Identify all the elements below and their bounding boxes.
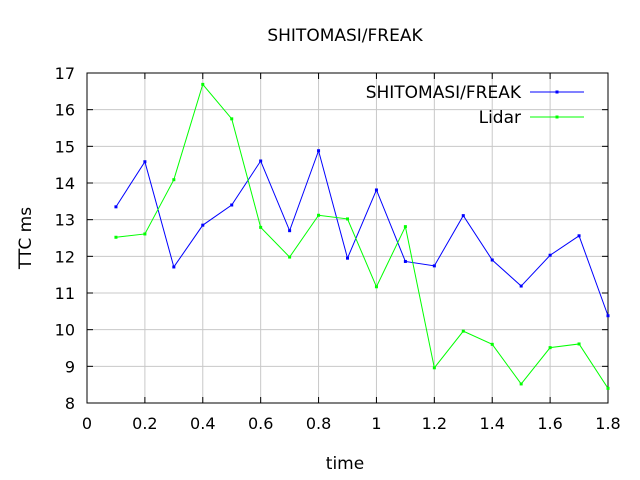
data-point-0 bbox=[114, 205, 118, 209]
data-point-1 bbox=[201, 82, 205, 86]
x-tick-label: 0.4 bbox=[190, 414, 215, 433]
data-point-0 bbox=[346, 256, 349, 260]
data-point-1 bbox=[432, 366, 436, 370]
series-layer bbox=[114, 82, 610, 390]
data-point-0 bbox=[201, 223, 205, 227]
data-point-1 bbox=[259, 225, 263, 229]
y-tick-label: 14 bbox=[55, 174, 75, 193]
data-point-1 bbox=[114, 235, 118, 239]
series-line-1 bbox=[115, 83, 609, 389]
y-tick-label: 11 bbox=[55, 284, 75, 303]
data-point-0 bbox=[548, 253, 552, 257]
data-point-0 bbox=[461, 214, 465, 218]
data-point-0 bbox=[143, 160, 147, 164]
x-tick-label: 0.2 bbox=[132, 414, 157, 433]
legend-label-1: Lidar bbox=[479, 108, 521, 128]
data-point-1 bbox=[548, 346, 552, 350]
x-tick-label: 1.6 bbox=[537, 414, 562, 433]
data-point-0 bbox=[403, 259, 407, 263]
data-point-1 bbox=[346, 217, 349, 221]
data-point-1 bbox=[374, 285, 378, 289]
data-point-0 bbox=[577, 234, 581, 238]
y-tick-label: 17 bbox=[55, 64, 75, 83]
data-point-0 bbox=[230, 203, 234, 207]
x-tick-label: 0.8 bbox=[306, 414, 331, 433]
y-tick-label: 10 bbox=[55, 321, 75, 340]
y-tick-label: 12 bbox=[55, 247, 75, 266]
y-tick-label: 8 bbox=[65, 394, 75, 413]
y-tick-label: 9 bbox=[65, 357, 75, 376]
data-point-1 bbox=[490, 342, 494, 346]
x-tick-label: 0 bbox=[82, 414, 92, 433]
data-point-0 bbox=[172, 265, 176, 269]
legend-marker-0 bbox=[555, 90, 559, 94]
x-tick-label: 1 bbox=[371, 414, 381, 433]
data-point-0 bbox=[490, 258, 494, 262]
data-point-1 bbox=[230, 117, 234, 121]
y-tick-label: 15 bbox=[55, 137, 75, 156]
x-tick-label: 1.8 bbox=[595, 414, 620, 433]
plot-frame bbox=[86, 72, 609, 404]
data-point-1 bbox=[403, 225, 407, 229]
data-point-1 bbox=[519, 382, 523, 386]
y-tick-label: 16 bbox=[55, 101, 75, 120]
data-point-1 bbox=[461, 329, 465, 333]
x-tick-label: 1.2 bbox=[422, 414, 447, 433]
x-tick-label: 0.6 bbox=[248, 414, 273, 433]
data-point-0 bbox=[288, 229, 292, 233]
y-axis-title: TTC ms bbox=[16, 207, 36, 270]
x-tick-label: 1.4 bbox=[479, 414, 504, 433]
y-tick-label: 13 bbox=[55, 211, 75, 230]
x-axis-title: time bbox=[326, 454, 364, 474]
legend: SHITOMASI/FREAK Lidar bbox=[366, 83, 584, 128]
data-point-0 bbox=[374, 188, 378, 192]
chart-title: SHITOMASI/FREAK bbox=[267, 26, 423, 46]
data-point-0 bbox=[432, 264, 436, 268]
axis-ticks: 0 0.2 0.4 0.6 0.8 1 1.2 1.4 1.6 1.8 8 9 10 11 12 13 14 15… bbox=[55, 64, 621, 433]
data-point-1 bbox=[288, 255, 292, 259]
data-point-1 bbox=[143, 232, 147, 236]
data-point-1 bbox=[172, 178, 176, 182]
data-point-1 bbox=[606, 386, 610, 390]
data-point-0 bbox=[317, 149, 321, 153]
data-point-0 bbox=[259, 159, 263, 163]
series-line-0 bbox=[115, 149, 609, 316]
legend-label-0: SHITOMASI/FREAK bbox=[366, 83, 522, 103]
data-point-0 bbox=[519, 284, 523, 288]
legend-marker-1 bbox=[555, 115, 559, 119]
data-point-1 bbox=[577, 342, 581, 346]
data-point-1 bbox=[317, 213, 321, 217]
data-point-0 bbox=[606, 314, 610, 318]
